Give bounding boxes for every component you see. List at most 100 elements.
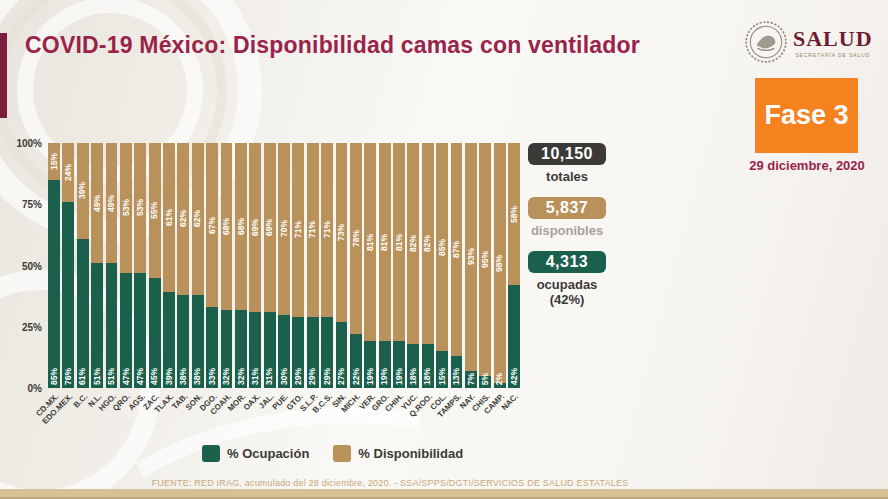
segment-value-label: 49% [107, 195, 116, 212]
bar-camp: 98%2%CAMP. [494, 143, 506, 388]
segment-value-label: 31% [251, 368, 260, 385]
segment-disponibilidad: 81% [379, 143, 391, 341]
bar-tamps: 87%13%TAMPS. [451, 143, 463, 388]
segment-disponibilidad: 62% [177, 143, 189, 295]
legend-swatch [202, 445, 220, 462]
segment-disponibilidad: 69% [264, 143, 276, 312]
bar-chis: 95%5%CHIS. [479, 143, 491, 388]
segment-value-label: 61% [165, 209, 174, 226]
segment-value-label: 39% [165, 368, 174, 385]
segment-value-label: 49% [93, 195, 102, 212]
y-tick-label: 50% [22, 260, 42, 271]
segment-value-label: 85% [50, 368, 59, 385]
y-tick-label: 75% [22, 199, 42, 210]
segment-value-label: 98% [495, 255, 504, 272]
segment-disponibilidad: 15% [48, 143, 60, 180]
bar-cdmx: 15%85%CD.MX. [48, 143, 60, 388]
bar-nac: 58%42%NAC. [508, 143, 520, 388]
segment-ocupacion: 85% [48, 180, 60, 388]
segment-value-label: 45% [150, 368, 159, 385]
segment-value-label: 51% [93, 368, 102, 385]
segment-value-label: 7% [467, 373, 476, 385]
segment-ocupacion: 15% [436, 351, 448, 388]
legend-item: % Ocupación [202, 445, 309, 462]
segment-ocupacion: 51% [106, 263, 118, 388]
legend-label: % Ocupación [227, 446, 309, 461]
bar-yuc: 82%18%YUC. [407, 143, 419, 388]
segment-disponibilidad: 73% [336, 143, 348, 322]
stat-label: disponibles [528, 223, 606, 238]
segment-value-label: 18% [423, 368, 432, 385]
segment-disponibilidad: 81% [393, 143, 405, 341]
segment-disponibilidad: 68% [221, 143, 233, 310]
segment-ocupacion: 29% [307, 317, 319, 388]
stat-value: 4,313 [528, 251, 606, 273]
bar-ags: 53%47%AGS. [134, 143, 146, 388]
bar-chih: 81%19%CHIH. [393, 143, 405, 388]
segment-value-label: 15% [50, 153, 59, 170]
segment-value-label: 29% [308, 368, 317, 385]
bar-gro: 81%19%GRO. [379, 143, 391, 388]
segment-ocupacion: 39% [163, 292, 175, 388]
segment-ocupacion: 31% [264, 312, 276, 388]
bar-qro: 53%47%QRO. [120, 143, 132, 388]
segment-disponibilidad: 98% [494, 143, 506, 383]
salud-seal-icon [744, 20, 788, 64]
segment-value-label: 93% [467, 248, 476, 265]
segment-value-label: 73% [337, 224, 346, 241]
segment-ocupacion: 19% [393, 341, 405, 388]
segment-value-label: 81% [366, 234, 375, 251]
segment-value-label: 82% [423, 235, 432, 252]
segment-value-label: 68% [222, 218, 231, 235]
bar-qroo: 82%18%Q.ROO. [422, 143, 434, 388]
segment-ocupacion: 51% [91, 263, 103, 388]
segment-ocupacion: 27% [336, 322, 348, 388]
segment-value-label: 32% [222, 368, 231, 385]
stat-label: totales [528, 169, 606, 184]
segment-ocupacion: 2% [494, 383, 506, 388]
segment-ocupacion: 61% [77, 239, 89, 388]
segment-value-label: 2% [495, 373, 504, 385]
segment-ocupacion: 29% [321, 317, 333, 388]
y-axis: 100%75%50%25%0% [0, 143, 42, 388]
segment-value-label: 39% [78, 182, 87, 199]
segment-value-label: 69% [265, 219, 274, 236]
segment-value-label: 53% [122, 199, 131, 216]
stat-totales: 10,150totales [528, 143, 606, 184]
segment-value-label: 22% [352, 368, 361, 385]
segment-value-label: 5% [481, 373, 490, 385]
y-tick-label: 100% [16, 138, 42, 149]
segment-ocupacion: 30% [278, 315, 290, 389]
segment-value-label: 95% [481, 251, 490, 268]
bar-col: 85%15%COL. [436, 143, 448, 388]
segment-value-label: 61% [78, 368, 87, 385]
salud-logo-text: SALUD SECRETARÍA DE SALUD [793, 26, 873, 58]
bar-mor: 68%32%MOR. [235, 143, 247, 388]
stat-ocupadas: 4,313ocupadas(42%) [528, 251, 606, 307]
legend: % Ocupación% Disponibilidad [202, 445, 463, 462]
bar-nl: 49%51%N.L. [91, 143, 103, 388]
bar-slp: 71%29%S.L.P. [307, 143, 319, 388]
segment-disponibilidad: 70% [278, 143, 290, 315]
segment-value-label: 68% [237, 218, 246, 235]
segment-value-label: 19% [380, 368, 389, 385]
title-accent-bar [0, 33, 7, 118]
segment-value-label: 47% [136, 368, 145, 385]
segment-value-label: 47% [122, 368, 131, 385]
bar-sin: 73%27%SIN. [336, 143, 348, 388]
segment-disponibilidad: 69% [249, 143, 261, 312]
segment-disponibilidad: 93% [465, 143, 477, 371]
segment-disponibilidad: 71% [321, 143, 333, 317]
segment-disponibilidad: 53% [134, 143, 146, 273]
salud-logo: SALUD SECRETARÍA DE SALUD [744, 20, 873, 64]
segment-value-label: 18% [409, 368, 418, 385]
segment-disponibilidad: 81% [364, 143, 376, 341]
segment-disponibilidad: 53% [120, 143, 132, 273]
segment-ocupacion: 38% [192, 295, 204, 388]
segment-value-label: 81% [395, 234, 404, 251]
segment-ocupacion: 13% [451, 356, 463, 388]
segment-ocupacion: 19% [379, 341, 391, 388]
bar-bcs: 71%29%B.C.S. [321, 143, 333, 388]
bar-gto: 71%29%GTO. [292, 143, 304, 388]
bar-hgo: 49%51%HGO. [106, 143, 118, 388]
